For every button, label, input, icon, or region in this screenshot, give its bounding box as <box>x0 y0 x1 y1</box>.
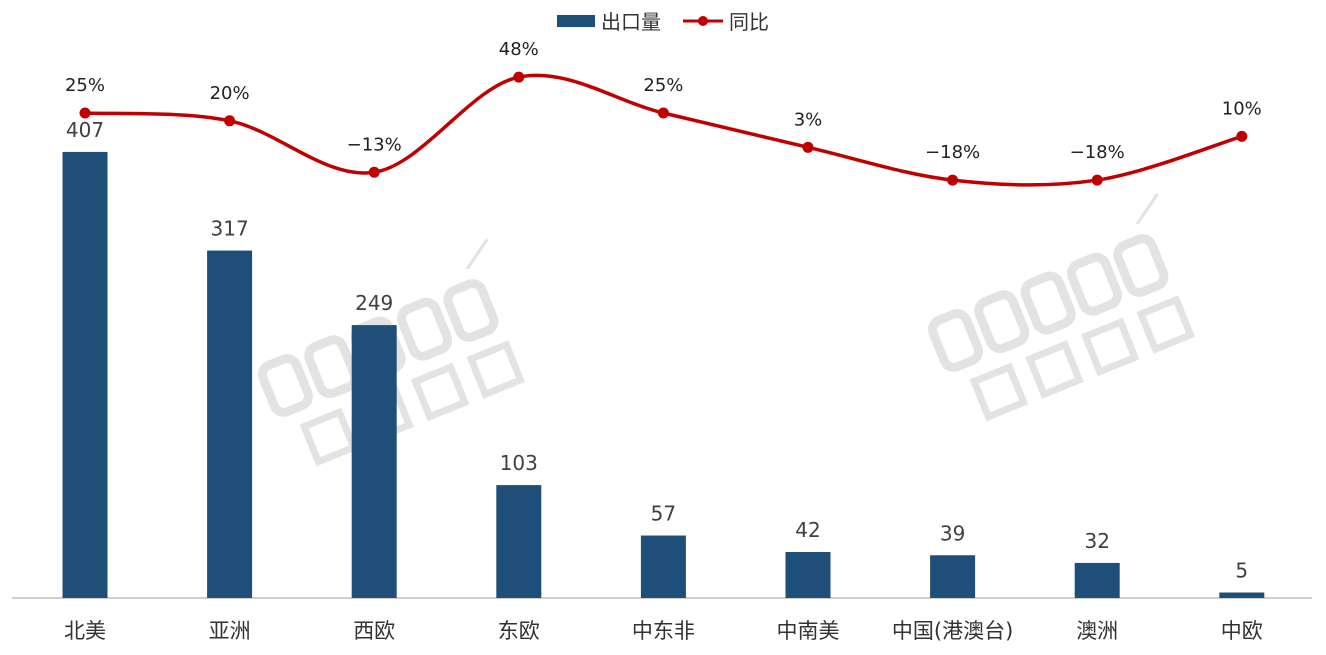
bar-value-label: 407 <box>66 118 104 142</box>
bar-value-label: 5 <box>1235 559 1248 583</box>
line-value-label: −13% <box>347 134 402 155</box>
bar <box>640 535 686 598</box>
category-label: 中南美 <box>777 619 840 643</box>
watermark-letter-shape <box>257 354 313 417</box>
bar-value-label: 103 <box>500 451 538 475</box>
line-point <box>79 107 91 119</box>
bar <box>1219 592 1265 598</box>
bar <box>930 555 976 598</box>
bar <box>1074 562 1120 598</box>
line-value-label: 25% <box>65 75 105 96</box>
line-point <box>1091 174 1103 186</box>
watermark-letter-shape <box>396 297 453 361</box>
watermark-swoosh <box>1135 193 1159 225</box>
line-value-label: 25% <box>643 75 683 96</box>
watermark-logo <box>927 193 1196 422</box>
legend-line-swatch <box>683 15 723 26</box>
line-value-label: −18% <box>1070 142 1125 163</box>
watermark-letter-shape <box>1113 234 1169 297</box>
line-value-label: 10% <box>1222 98 1262 119</box>
line-value-label: 3% <box>794 109 823 130</box>
bar <box>785 551 831 598</box>
legend-item-line[interactable]: 同比 <box>683 6 769 35</box>
category-label: 中欧 <box>1221 619 1263 643</box>
line-point <box>1236 130 1248 142</box>
bar <box>351 325 397 598</box>
legend: 出口量 同比 <box>0 6 1326 35</box>
line-value-label: −18% <box>925 142 980 163</box>
line-point <box>368 166 380 178</box>
watermark-letter-shape <box>927 309 983 372</box>
legend-item-bar[interactable]: 出口量 <box>557 6 661 35</box>
watermark-char-shape <box>969 362 1029 422</box>
legend-bar-swatch <box>557 14 595 27</box>
watermark-letter-shape <box>974 290 1030 354</box>
legend-line-label: 同比 <box>729 10 769 34</box>
watermark-char-shape <box>1136 295 1196 354</box>
watermark-char-shape <box>466 340 526 399</box>
category-label: 中国(港澳台) <box>892 619 1013 643</box>
line-point <box>802 141 814 153</box>
category-label: 东欧 <box>498 619 540 643</box>
category-label: 北美 <box>64 619 106 643</box>
category-label: 中东非 <box>632 619 695 643</box>
watermark-char-shape <box>410 362 470 422</box>
line-point <box>657 107 669 119</box>
category-label: 西欧 <box>353 619 395 643</box>
bar-value-label: 57 <box>651 502 676 526</box>
category-label: 澳洲 <box>1076 619 1118 643</box>
watermark-letter-shape <box>443 279 499 342</box>
bar <box>62 151 108 599</box>
line-value-label: 48% <box>499 39 539 60</box>
bar <box>207 250 253 598</box>
watermark-letter-shape <box>1066 252 1123 316</box>
bar-value-label: 32 <box>1084 529 1109 553</box>
watermark-char-shape <box>299 407 359 467</box>
watermark-char-shape <box>1080 317 1140 377</box>
watermark-letter-shape <box>304 335 360 399</box>
bar-value-label: 39 <box>940 521 965 545</box>
bar-value-label: 249 <box>355 291 393 315</box>
legend-bar-label: 出口量 <box>601 10 661 34</box>
line-point <box>947 174 959 186</box>
bar-value-label: 42 <box>795 518 820 542</box>
watermark-swoosh <box>465 238 489 270</box>
line-value-label: 20% <box>210 83 250 104</box>
line-point <box>224 115 236 127</box>
watermark-letter-shape <box>1020 271 1076 335</box>
category-label: 亚洲 <box>209 619 251 643</box>
watermark-char-shape <box>1025 340 1084 399</box>
bar-value-label: 317 <box>211 217 249 241</box>
line-point <box>513 71 525 83</box>
bar <box>496 485 542 598</box>
